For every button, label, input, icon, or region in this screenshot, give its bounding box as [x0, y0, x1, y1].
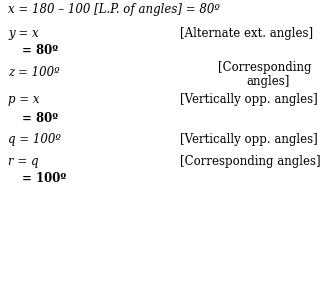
Text: y = x: y = x — [8, 27, 39, 40]
Text: z = 100º: z = 100º — [8, 66, 60, 80]
Text: [Alternate ext. angles]: [Alternate ext. angles] — [180, 27, 313, 40]
Text: q = 100º: q = 100º — [8, 133, 61, 146]
Text: angles]: angles] — [246, 74, 289, 87]
Text: [Corresponding: [Corresponding — [218, 60, 311, 74]
Text: = 100º: = 100º — [22, 172, 66, 186]
Text: r = q: r = q — [8, 154, 39, 168]
Text: = 80º: = 80º — [22, 44, 58, 58]
Text: x = 180 – 100 [L.P. of angles] = 80º: x = 180 – 100 [L.P. of angles] = 80º — [8, 3, 220, 17]
Text: [Vertically opp. angles]: [Vertically opp. angles] — [180, 93, 318, 107]
Text: = 80º: = 80º — [22, 111, 58, 125]
Text: [Vertically opp. angles]: [Vertically opp. angles] — [180, 133, 318, 146]
Text: p = x: p = x — [8, 93, 40, 107]
Text: [Corresponding angles]: [Corresponding angles] — [180, 154, 321, 168]
